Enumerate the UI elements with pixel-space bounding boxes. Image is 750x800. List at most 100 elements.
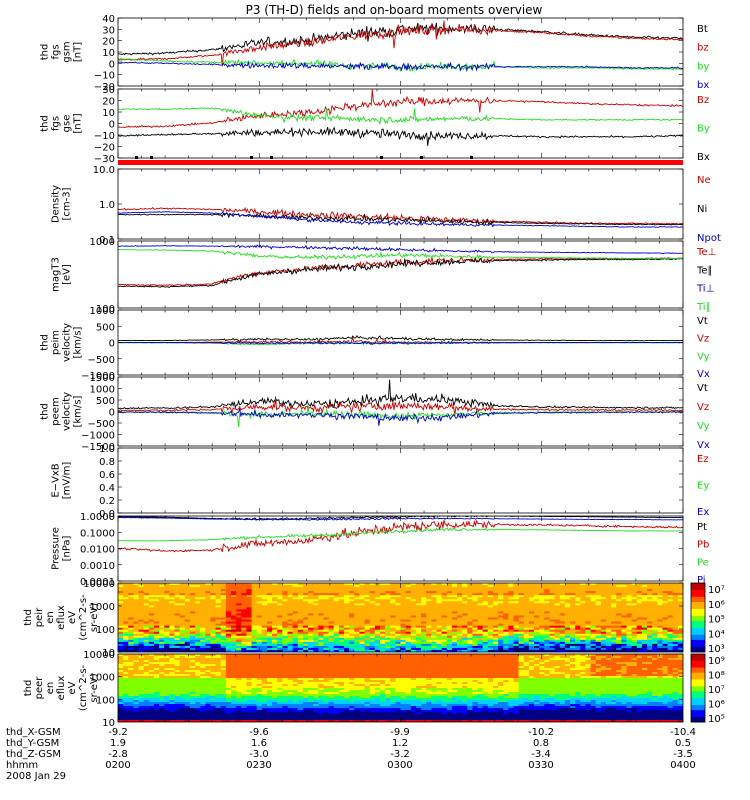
spectrogram-cell <box>379 619 386 623</box>
spectrogram-cell <box>143 601 150 604</box>
spectrogram-cell <box>359 605 366 608</box>
spectrogram-cell <box>251 631 258 635</box>
spectrogram-cell <box>580 641 587 645</box>
spectrogram-cell <box>605 595 612 598</box>
spectrogram-cell <box>148 690 155 693</box>
spectrogram-cell <box>118 621 124 625</box>
spectrogram-cell <box>482 587 489 590</box>
spectrogram-cell <box>236 597 242 600</box>
spectrogram-cell <box>277 629 283 633</box>
spectrogram-cell <box>261 585 268 588</box>
spectrogram-cell <box>662 619 669 623</box>
spectrogram-cell <box>128 629 135 633</box>
spectrogram-cell <box>143 633 150 637</box>
spectrogram-cell <box>179 660 186 663</box>
spectrogram-cell <box>426 585 432 588</box>
spectrogram-cell <box>436 589 443 592</box>
spectrogram-cell <box>451 593 458 596</box>
spectrogram-cell <box>508 645 515 649</box>
spectrogram-cell <box>374 645 381 649</box>
spectrogram-cell <box>153 645 160 649</box>
spectrogram-cell <box>174 688 181 691</box>
spectrogram-cell <box>266 627 273 631</box>
spectrogram-cell <box>287 591 294 594</box>
spectrogram-cell <box>277 619 283 623</box>
spectrogram-cell <box>143 621 150 625</box>
spectrogram-cell <box>462 625 468 629</box>
spectrogram-cell <box>333 629 340 633</box>
spectrogram-cell <box>297 623 304 627</box>
spectrogram-cell <box>179 676 186 679</box>
spectrogram-cell <box>570 641 576 645</box>
spectrogram-cell <box>169 627 176 631</box>
spectrogram-cell <box>138 629 145 633</box>
spectrogram-cell <box>451 641 458 645</box>
spectrogram-cell <box>667 627 674 631</box>
spectrogram-cell <box>410 627 417 631</box>
spectrogram-cell <box>621 637 628 641</box>
spectrogram-cell <box>174 641 181 645</box>
series-line-By <box>118 107 683 126</box>
spectrogram-cell <box>534 583 540 586</box>
spectrogram-cell <box>508 613 515 617</box>
spectrogram-cell <box>277 595 283 598</box>
spectrogram-cell <box>518 649 525 652</box>
spectrogram-cell <box>421 591 427 594</box>
spectrogram-cell <box>616 611 622 615</box>
spectrogram-cell <box>148 605 155 608</box>
spectrogram-cell <box>523 595 530 598</box>
spectrogram-cell <box>225 633 232 637</box>
spectrogram-cell <box>261 625 268 629</box>
spectrogram-cell <box>128 708 135 711</box>
spectrogram-cell <box>616 595 622 598</box>
spectrogram-cell <box>200 599 206 602</box>
spectrogram-cell <box>128 633 135 637</box>
spectrogram-cell <box>123 649 129 652</box>
series-line-Ti⊥ <box>118 244 683 254</box>
spectrogram-cell <box>328 601 335 604</box>
spectrogram-cell <box>318 627 325 631</box>
spectrogram-cell <box>179 658 186 661</box>
spectrogram-cell <box>415 621 422 625</box>
spectrogram-cell <box>138 698 145 701</box>
spectrogram-cell <box>421 619 427 623</box>
spectrogram-cell <box>195 609 201 613</box>
spectrogram-cell <box>133 720 140 722</box>
spectrogram-cell <box>123 619 129 623</box>
spectrogram-cell <box>200 591 206 594</box>
spectrogram-cell <box>662 609 669 613</box>
spectrogram-cell <box>128 710 135 713</box>
spectrogram-cell <box>477 591 484 594</box>
spectrogram-cell <box>338 607 345 610</box>
spectrogram-cell <box>611 625 617 629</box>
spectrogram-cell <box>564 615 571 619</box>
spectrogram-cell <box>184 613 191 617</box>
spectrogram-cell <box>328 609 335 613</box>
spectrogram-cell <box>523 637 530 641</box>
spectrogram-cell <box>672 621 679 625</box>
spectrogram-cell <box>374 619 381 623</box>
spectrogram-cell <box>636 611 643 615</box>
spectrogram-cell <box>128 674 135 677</box>
spectrogram-cell <box>477 615 484 619</box>
spectrogram-cell <box>272 631 278 635</box>
spectrogram-cell <box>385 603 391 606</box>
spectrogram-cell <box>148 696 155 699</box>
spectrogram-cell <box>153 674 160 677</box>
spectrogram-cell <box>220 635 227 639</box>
spectrogram-cell <box>133 712 140 715</box>
spectrogram-cell <box>215 647 222 651</box>
spectrogram-cell <box>415 619 422 623</box>
spectrogram-cell <box>308 587 314 590</box>
spectrogram-cell <box>143 613 150 617</box>
spectrogram-cell <box>405 645 412 649</box>
spectrogram-cell <box>159 647 165 651</box>
legend-Ez: Ez <box>697 454 709 465</box>
spectrogram-cell <box>369 583 376 586</box>
spectrogram-cell <box>631 599 638 602</box>
spectrogram-cell <box>266 641 273 645</box>
spectrogram-cell <box>667 611 674 615</box>
spectrogram-cell <box>559 633 566 637</box>
spectrogram-cell <box>344 647 350 651</box>
spectrogram-cell <box>205 649 212 652</box>
